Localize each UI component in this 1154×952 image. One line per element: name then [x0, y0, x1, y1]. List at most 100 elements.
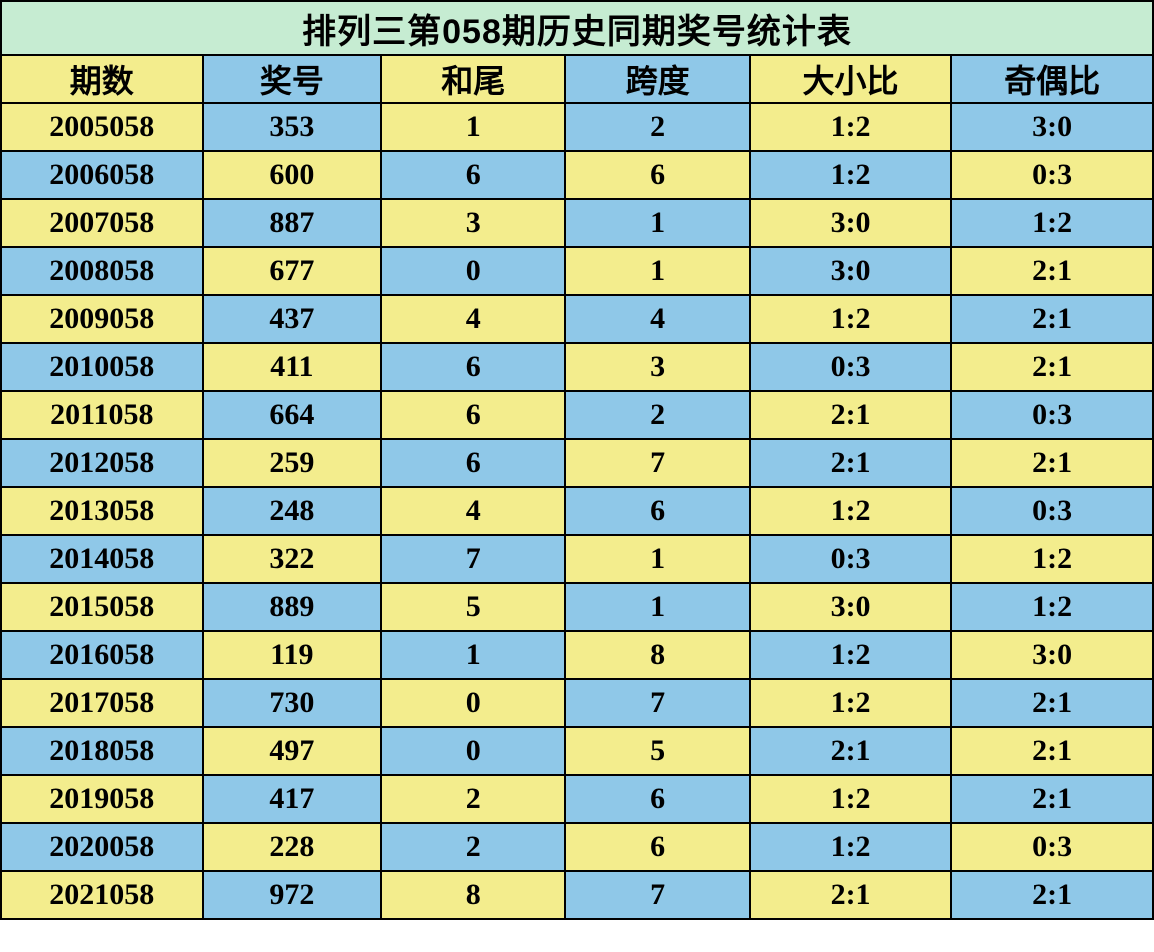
table-cell: 3:0 [951, 631, 1153, 679]
col-header: 奖号 [203, 55, 382, 103]
table-cell: 600 [203, 151, 382, 199]
table-cell: 0:3 [951, 151, 1153, 199]
table-cell: 1 [565, 583, 749, 631]
table-cell: 2011058 [1, 391, 203, 439]
table-cell: 3 [565, 343, 749, 391]
table-cell: 417 [203, 775, 382, 823]
table-body: 2005058353121:23:02006058600661:20:32007… [1, 103, 1153, 919]
table-row: 2013058248461:20:3 [1, 487, 1153, 535]
table-cell: 4 [381, 295, 565, 343]
table-cell: 2005058 [1, 103, 203, 151]
table-cell: 0 [381, 727, 565, 775]
table-cell: 119 [203, 631, 382, 679]
table-cell: 2006058 [1, 151, 203, 199]
table-cell: 228 [203, 823, 382, 871]
table-cell: 5 [565, 727, 749, 775]
table-cell: 4 [381, 487, 565, 535]
table-cell: 259 [203, 439, 382, 487]
table-row: 2017058730071:22:1 [1, 679, 1153, 727]
table-cell: 2:1 [750, 727, 952, 775]
table-cell: 7 [565, 871, 749, 919]
table-cell: 8 [565, 631, 749, 679]
table-cell: 0:3 [750, 535, 952, 583]
table-cell: 2:1 [951, 775, 1153, 823]
table-cell: 1:2 [750, 487, 952, 535]
table-cell: 2017058 [1, 679, 203, 727]
table-cell: 3:0 [750, 583, 952, 631]
table-cell: 3:0 [750, 247, 952, 295]
table-cell: 2 [381, 775, 565, 823]
table-cell: 0:3 [951, 391, 1153, 439]
table-row: 2007058887313:01:2 [1, 199, 1153, 247]
col-header: 奇偶比 [951, 55, 1153, 103]
table-cell: 6 [565, 151, 749, 199]
table-cell: 353 [203, 103, 382, 151]
table-cell: 2 [381, 823, 565, 871]
table-cell: 972 [203, 871, 382, 919]
table-cell: 2:1 [951, 727, 1153, 775]
table-cell: 497 [203, 727, 382, 775]
table-cell: 1:2 [750, 823, 952, 871]
table-cell: 437 [203, 295, 382, 343]
table-cell: 2019058 [1, 775, 203, 823]
table-cell: 6 [565, 775, 749, 823]
col-header: 和尾 [381, 55, 565, 103]
table-cell: 2:1 [750, 871, 952, 919]
table-cell: 0:3 [750, 343, 952, 391]
table-row: 2020058228261:20:3 [1, 823, 1153, 871]
table-cell: 0 [381, 679, 565, 727]
header-row: 期数奖号和尾跨度大小比奇偶比 [1, 55, 1153, 103]
table-cell: 2:1 [951, 679, 1153, 727]
table-cell: 5 [381, 583, 565, 631]
table-cell: 2:1 [750, 391, 952, 439]
table-cell: 1 [565, 199, 749, 247]
table-cell: 2:1 [951, 439, 1153, 487]
table-cell: 8 [381, 871, 565, 919]
table-cell: 2013058 [1, 487, 203, 535]
table-cell: 0 [381, 247, 565, 295]
table-cell: 2:1 [951, 247, 1153, 295]
table-cell: 411 [203, 343, 382, 391]
table-row: 2021058972872:12:1 [1, 871, 1153, 919]
table-cell: 3 [381, 199, 565, 247]
table-cell: 2015058 [1, 583, 203, 631]
table-row: 2015058889513:01:2 [1, 583, 1153, 631]
table-cell: 1 [381, 103, 565, 151]
table-cell: 6 [381, 391, 565, 439]
table-cell: 2012058 [1, 439, 203, 487]
table-cell: 1:2 [750, 775, 952, 823]
table-row: 2012058259672:12:1 [1, 439, 1153, 487]
table-cell: 2:1 [951, 295, 1153, 343]
table-cell: 1 [565, 535, 749, 583]
table-cell: 6 [381, 343, 565, 391]
table-cell: 664 [203, 391, 382, 439]
table-cell: 322 [203, 535, 382, 583]
table-cell: 2021058 [1, 871, 203, 919]
stats-table: 排列三第058期历史同期奖号统计表 期数奖号和尾跨度大小比奇偶比 2005058… [0, 0, 1154, 920]
table-cell: 2:1 [750, 439, 952, 487]
table-cell: 1:2 [750, 631, 952, 679]
table-row: 2016058119181:23:0 [1, 631, 1153, 679]
table-row: 2014058322710:31:2 [1, 535, 1153, 583]
col-header: 大小比 [750, 55, 952, 103]
table-cell: 7 [565, 439, 749, 487]
table-cell: 2014058 [1, 535, 203, 583]
table-cell: 7 [565, 679, 749, 727]
table-cell: 1 [381, 631, 565, 679]
table-cell: 1:2 [951, 583, 1153, 631]
table-cell: 2 [565, 391, 749, 439]
table-cell: 0:3 [951, 487, 1153, 535]
table-cell: 2020058 [1, 823, 203, 871]
table-row: 2005058353121:23:0 [1, 103, 1153, 151]
table-cell: 6 [381, 151, 565, 199]
table-cell: 4 [565, 295, 749, 343]
table-cell: 0:3 [951, 823, 1153, 871]
table-cell: 2:1 [951, 871, 1153, 919]
table-row: 2010058411630:32:1 [1, 343, 1153, 391]
title-row: 排列三第058期历史同期奖号统计表 [1, 1, 1153, 55]
stats-table-container: 排列三第058期历史同期奖号统计表 期数奖号和尾跨度大小比奇偶比 2005058… [0, 0, 1154, 920]
table-cell: 248 [203, 487, 382, 535]
table-cell: 889 [203, 583, 382, 631]
table-cell: 1:2 [750, 295, 952, 343]
col-header: 跨度 [565, 55, 749, 103]
